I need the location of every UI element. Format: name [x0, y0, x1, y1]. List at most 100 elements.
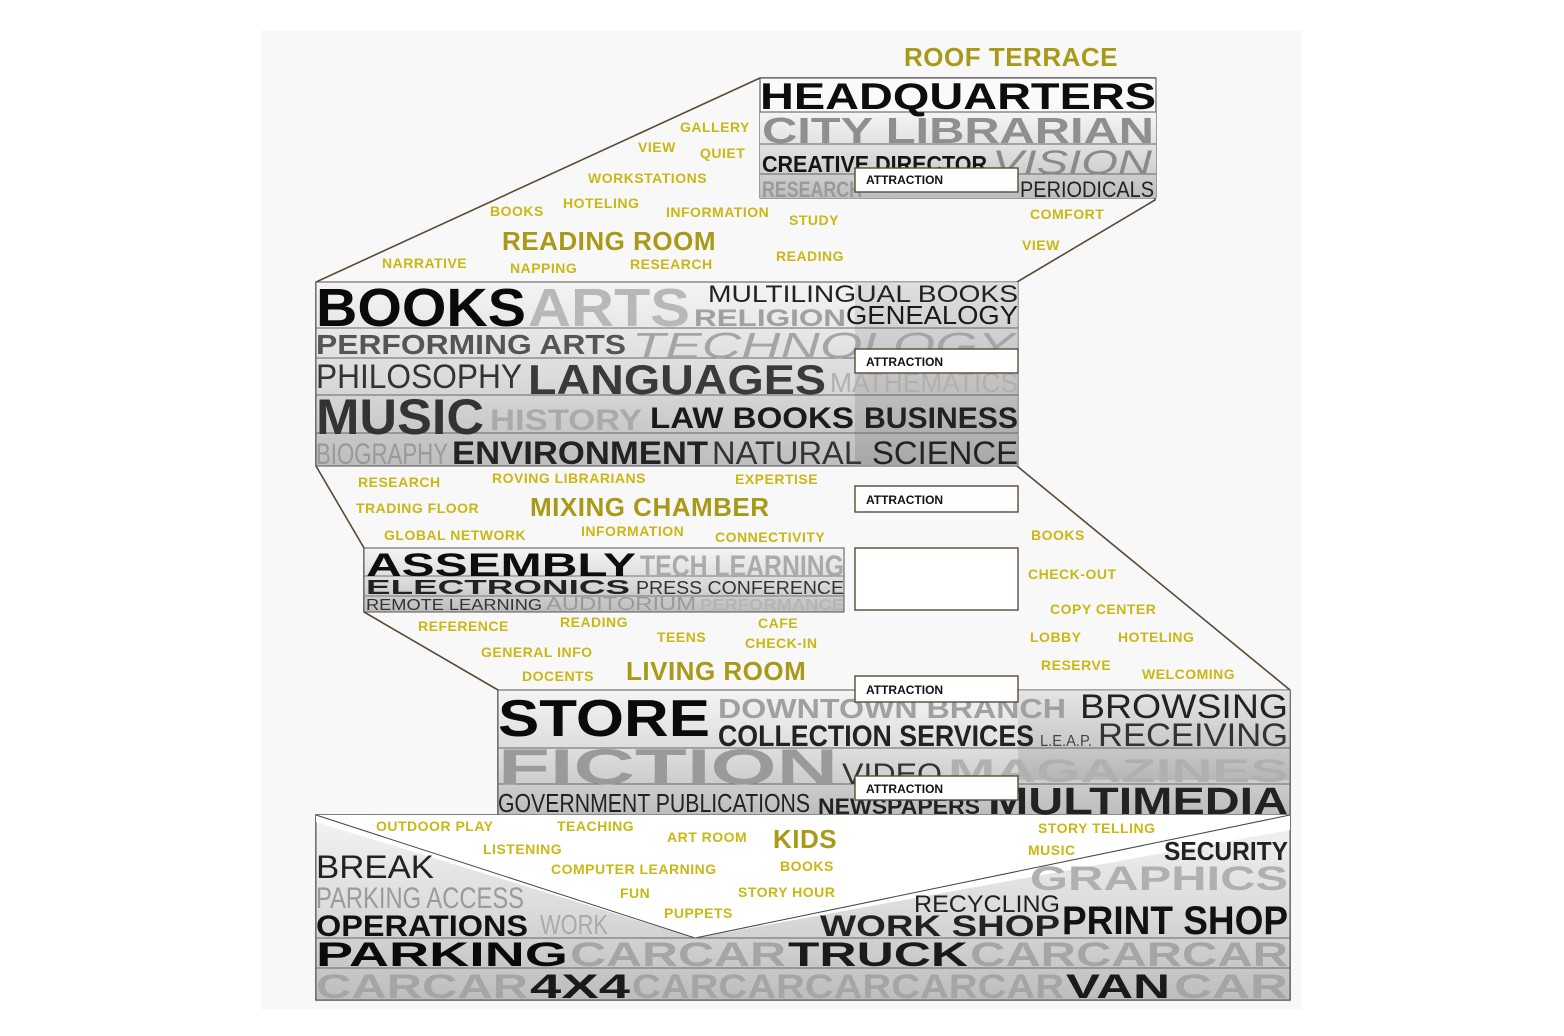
- attraction-box: ATTRACTION: [854, 775, 1019, 801]
- browsing-label: BROWSING: [1080, 688, 1288, 726]
- performing-arts-label: PERFORMING ARTS: [316, 329, 626, 360]
- living-room-word: WELCOMING: [1142, 666, 1235, 682]
- assembly-block: ASSEMBLY TECH LEARNING ELECTRONICS PRESS…: [363, 547, 845, 614]
- reading-room-word: INFORMATION: [666, 204, 769, 220]
- roof-terrace-label: ROOF TERRACE: [904, 42, 1118, 72]
- mixing-chamber-word: GLOBAL NETWORK: [384, 527, 526, 543]
- multilingual-books-label: MULTILINGUAL BOOKS: [708, 281, 1018, 308]
- parking-label: PARKING: [316, 936, 568, 974]
- attraction-label: ATTRACTION: [866, 173, 943, 187]
- collection-services-label: COLLECTION SERVICES: [718, 720, 1034, 753]
- kids-word: MUSIC: [1028, 842, 1076, 858]
- attraction-label: ATTRACTION: [866, 493, 943, 507]
- reading-room-word: BOOKS: [490, 203, 544, 219]
- electronics-label: ELECTRONICS: [366, 577, 630, 599]
- philosophy-label: PHILOSOPHY: [316, 358, 522, 396]
- city-librarian-label: CITY LIBRARIAN: [762, 110, 1154, 151]
- reading-room-word: WORKSTATIONS: [588, 170, 707, 186]
- kids-word: OUTDOOR PLAY: [376, 818, 494, 834]
- reading-room-word: VIEW: [1022, 237, 1060, 253]
- carcarcarcarcar-label: CARCARCARCARCAR: [632, 968, 1064, 1006]
- attraction-label: ATTRACTION: [866, 355, 943, 369]
- attraction-label: ATTRACTION: [866, 782, 943, 796]
- store-block: STORE DOWNTOWN BRANCH BROWSING COLLECTIO…: [497, 688, 1291, 823]
- living-room-word: READING: [560, 614, 628, 630]
- store-label: STORE: [498, 690, 710, 748]
- mixing-chamber-zone: MIXING CHAMBER RESEARCH ROVING LIBRARIAN…: [356, 470, 825, 545]
- attraction-box: ATTRACTION: [854, 167, 1019, 193]
- four-by-four-label: 4X4: [530, 968, 630, 1006]
- mixing-chamber-word: RESEARCH: [358, 474, 441, 490]
- parking-access-label: PARKING ACCESS: [316, 882, 524, 915]
- mixing-chamber-word: CONNECTIVITY: [715, 529, 825, 545]
- kids-word: FUN: [620, 885, 650, 901]
- attraction-boxes: ATTRACTION ATTRACTION ATTRACTION ATTRACT…: [854, 167, 1019, 801]
- reading-room-zone: READING ROOM GALLERY VIEW QUIET WORKSTAT…: [382, 119, 1104, 276]
- press-conference-label: PRESS CONFERENCE: [636, 578, 844, 598]
- break-label: BREAK: [316, 849, 434, 885]
- kids-word: ART ROOM: [667, 829, 747, 845]
- living-room-word: TEENS: [657, 629, 706, 645]
- biography-label: BIOGRAPHY: [316, 438, 448, 471]
- music-label: MUSIC: [316, 389, 484, 445]
- mixing-chamber-word: INFORMATION: [581, 523, 684, 539]
- attraction-box: ATTRACTION: [854, 675, 1019, 703]
- mixing-chamber-title: MIXING CHAMBER: [530, 492, 770, 522]
- headquarters-label: HEADQUARTERS: [760, 76, 1156, 117]
- reading-room-word: NAPPING: [510, 260, 577, 276]
- periodicals-label: PERIODICALS: [1020, 177, 1154, 202]
- living-room-word: DOCENTS: [522, 668, 594, 684]
- living-room-word: GENERAL INFO: [481, 644, 593, 660]
- reading-room-word: VIEW: [638, 139, 676, 155]
- living-room-zone: LIVING ROOM REFERENCE READING CAFE TEENS…: [418, 527, 1235, 686]
- living-room-word: CAFE: [758, 615, 798, 631]
- books-label: BOOKS: [316, 278, 526, 338]
- reading-room-word: GALLERY: [680, 119, 750, 135]
- parking-block: BREAK SECURITY PARKING ACCESS GRAPHICS R…: [315, 814, 1291, 1006]
- living-room-word: LOBBY: [1030, 629, 1082, 645]
- reading-room-word: READING: [776, 248, 844, 264]
- arts-label: ARTS: [528, 278, 690, 338]
- attraction-box: ATTRACTION: [854, 348, 1019, 374]
- car-label: CAR: [1174, 968, 1288, 1006]
- work-shop-label: WORK SHOP: [820, 910, 1060, 943]
- graphics-label: GRAPHICS: [1030, 860, 1288, 898]
- carcar-label-2: CARCAR: [316, 968, 528, 1006]
- environment-label: ENVIRONMENT: [452, 435, 708, 471]
- vision-label: VISION: [992, 144, 1153, 182]
- remote-learning-label: REMOTE LEARNING: [366, 597, 542, 614]
- reading-room-title: READING ROOM: [502, 226, 716, 256]
- government-publications-label: GOVERNMENT PUBLICATIONS: [498, 788, 810, 818]
- kids-word: LISTENING: [483, 841, 562, 857]
- kids-word: STORY HOUR: [738, 884, 835, 900]
- reading-room-word: COMFORT: [1030, 206, 1104, 222]
- research-label: RESEARCH: [762, 177, 862, 202]
- mixing-chamber-word: ROVING LIBRARIANS: [492, 470, 646, 486]
- empty-attraction-box: [854, 547, 1019, 611]
- reading-room-word: HOTELING: [563, 195, 639, 211]
- natural-label: NATURAL: [712, 435, 862, 471]
- truck-label: TRUCK: [788, 936, 969, 974]
- print-shop-label: PRINT SHOP: [1062, 899, 1288, 943]
- attraction-label: ATTRACTION: [866, 683, 943, 697]
- living-room-word: CHECK-IN: [745, 635, 817, 651]
- kids-word: COMPUTER LEARNING: [551, 861, 717, 877]
- business-label: BUSINESS: [864, 402, 1018, 435]
- fiction-label: FICTION: [498, 739, 838, 795]
- law-books-label: LAW BOOKS: [650, 402, 854, 435]
- reading-room-word: QUIET: [700, 145, 745, 161]
- carcarcar-label: CARCARCAR: [970, 936, 1288, 974]
- carcar-label-1: CARCAR: [570, 936, 786, 974]
- tech-learning-label: TECH LEARNING: [640, 550, 844, 583]
- auditorium-label: AUDITORIUM: [546, 594, 696, 614]
- kids-word: STORY TELLING: [1038, 820, 1155, 836]
- attraction-box: ATTRACTION: [854, 485, 1019, 513]
- security-label: SECURITY: [1164, 836, 1288, 866]
- recycling-label: RECYCLING: [914, 891, 1060, 918]
- living-room-word: REFERENCE: [418, 618, 509, 634]
- living-room-word: COPY CENTER: [1050, 601, 1156, 617]
- van-label: VAN: [1066, 968, 1170, 1006]
- genealogy-label: GENEALOGY: [846, 300, 1018, 330]
- living-room-word: HOTELING: [1118, 629, 1194, 645]
